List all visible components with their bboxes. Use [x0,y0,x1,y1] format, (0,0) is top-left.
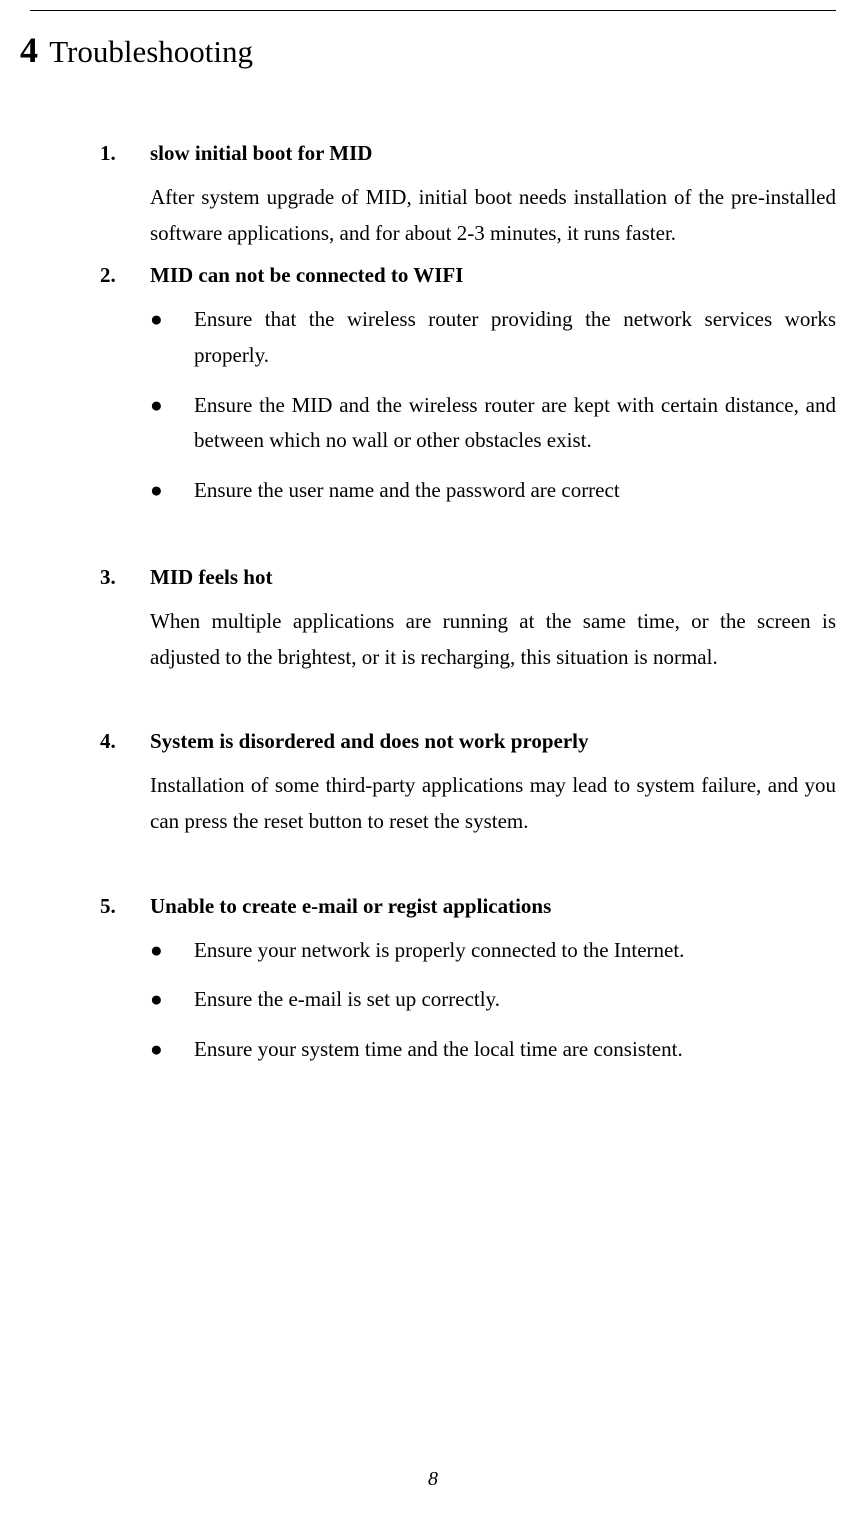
bullet-marker: ● [150,302,194,373]
item-number: 2. [100,263,150,288]
item-number: 3. [100,565,150,590]
item-body: Installation of some third-party applica… [150,768,836,839]
item-1: 1. slow initial boot for MID After syste… [100,141,836,251]
bullet-item: ● Ensure the user name and the password … [150,473,836,509]
item-3: 3. MID feels hot When multiple applicati… [100,565,836,675]
bullet-text: Ensure the user name and the password ar… [194,473,836,509]
bullet-item: ● Ensure that the wireless router provid… [150,302,836,373]
item-body: After system upgrade of MID, initial boo… [150,180,836,251]
chapter-title-text: Troubleshooting [49,34,253,69]
page-number: 8 [0,1468,866,1491]
item-number: 5. [100,894,150,919]
bullet-marker: ● [150,982,194,1018]
item-5: 5. Unable to create e-mail or regist app… [100,894,836,1068]
bullet-item: ● Ensure the MID and the wireless router… [150,388,836,459]
chapter-number: 4 [20,30,38,70]
item-number: 4. [100,729,150,754]
bullet-text: Ensure that the wireless router providin… [194,302,836,373]
bullet-list: ● Ensure that the wireless router provid… [150,302,836,508]
item-header: 3. MID feels hot [100,565,836,590]
item-4: 4. System is disordered and does not wor… [100,729,836,839]
item-number: 1. [100,141,150,166]
item-header: 5. Unable to create e-mail or regist app… [100,894,836,919]
item-title: slow initial boot for MID [150,141,372,166]
bullet-list: ● Ensure your network is properly connec… [150,933,836,1068]
item-header: 4. System is disordered and does not wor… [100,729,836,754]
item-title: System is disordered and does not work p… [150,729,589,754]
content: 1. slow initial boot for MID After syste… [100,141,836,1068]
item-title: MID can not be connected to WIFI [150,263,463,288]
bullet-item: ● Ensure the e-mail is set up correctly. [150,982,836,1018]
top-rule [30,10,836,11]
bullet-item: ● Ensure your system time and the local … [150,1032,836,1068]
bullet-text: Ensure your network is properly connecte… [194,933,836,969]
bullet-text: Ensure the e-mail is set up correctly. [194,982,836,1018]
bullet-text: Ensure the MID and the wireless router a… [194,388,836,459]
bullet-marker: ● [150,388,194,459]
bullet-marker: ● [150,1032,194,1068]
bullet-item: ● Ensure your network is properly connec… [150,933,836,969]
item-header: 2. MID can not be connected to WIFI [100,263,836,288]
bullet-text: Ensure your system time and the local ti… [194,1032,836,1068]
item-title: MID feels hot [150,565,272,590]
chapter-title: 4 Troubleshooting [20,29,836,71]
bullet-marker: ● [150,933,194,969]
bullet-marker: ● [150,473,194,509]
item-2: 2. MID can not be connected to WIFI ● En… [100,263,836,508]
item-title: Unable to create e-mail or regist applic… [150,894,551,919]
item-header: 1. slow initial boot for MID [100,141,836,166]
item-body: When multiple applications are running a… [150,604,836,675]
